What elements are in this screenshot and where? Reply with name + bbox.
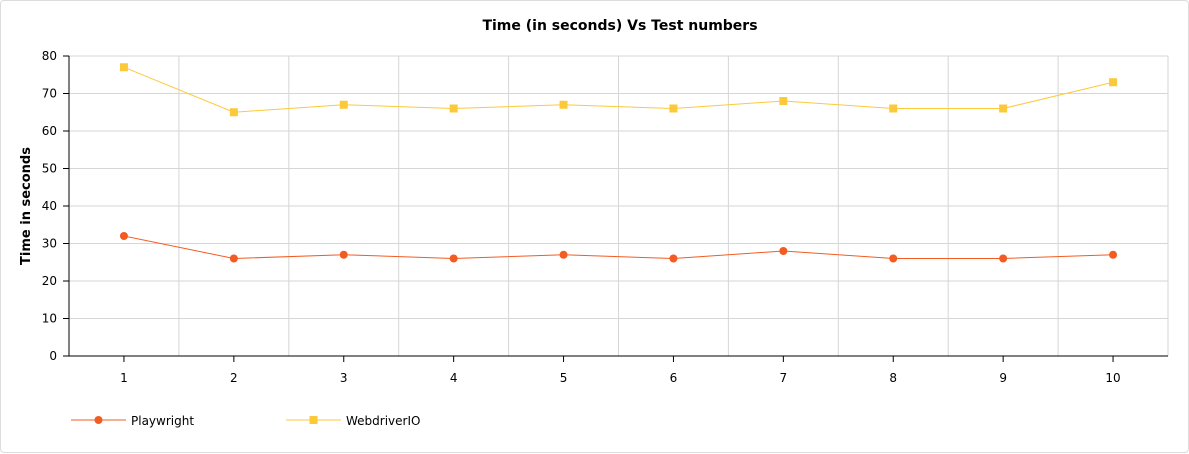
chart-title: Time (in seconds) Vs Test numbers <box>482 18 757 34</box>
x-tick-label: 9 <box>999 371 1007 385</box>
y-tick-label: 30 <box>42 237 57 251</box>
data-point <box>999 104 1008 113</box>
x-tick-label: 8 <box>889 371 897 385</box>
x-tick-label: 6 <box>670 371 678 385</box>
legend: Playwright WebdriverIO <box>71 414 420 428</box>
data-point <box>449 104 458 113</box>
data-point <box>889 254 898 263</box>
data-point <box>669 254 678 263</box>
x-tick-label: 10 <box>1105 371 1120 385</box>
x-tick-label: 4 <box>450 371 458 385</box>
legend-item: WebdriverIO <box>286 414 420 428</box>
data-point <box>999 254 1008 263</box>
axis-layer: 0 10 20 30 40 50 60 70 80 1 2 3 4 5 6 7 8 9 10 <box>42 49 1168 385</box>
x-tick-label: 2 <box>230 371 238 385</box>
legend-item: Playwright <box>71 414 194 428</box>
x-tick-label: 1 <box>120 371 128 385</box>
legend-label: WebdriverIO <box>346 414 420 428</box>
y-tick-label: 40 <box>42 199 57 213</box>
data-point <box>1109 250 1118 259</box>
data-point <box>229 254 238 263</box>
x-tick-label: 7 <box>780 371 788 385</box>
data-point <box>779 247 788 255</box>
data-point <box>669 104 678 113</box>
legend-label: Playwright <box>131 414 194 428</box>
data-point <box>889 104 898 113</box>
data-point <box>229 108 238 117</box>
y-tick-label: 60 <box>42 124 57 138</box>
y-tick-label: 0 <box>49 349 57 363</box>
series-line <box>123 66 1114 113</box>
data-point <box>449 254 458 263</box>
y-tick-label: 20 <box>42 274 57 288</box>
series-line <box>123 235 1114 260</box>
data-point <box>559 100 568 109</box>
data-point <box>339 100 348 109</box>
data-point <box>559 250 568 259</box>
data-point <box>119 63 128 72</box>
series-playwright <box>119 232 1118 263</box>
x-tick-label: 5 <box>560 371 568 385</box>
series-layer <box>119 63 1118 263</box>
y-tick-label: 10 <box>42 312 57 326</box>
y-axis-title: Time in seconds <box>19 147 34 265</box>
y-tick-label: 50 <box>42 162 57 176</box>
data-point <box>339 250 348 259</box>
data-point <box>779 97 788 105</box>
grid-layer <box>69 55 1169 356</box>
x-tick-label: 3 <box>340 371 348 385</box>
legend-marker <box>94 416 103 424</box>
legend-marker <box>309 416 318 424</box>
data-point <box>1109 78 1118 87</box>
y-tick-label: 70 <box>42 87 57 101</box>
data-point <box>119 232 128 240</box>
y-tick-label: 80 <box>42 49 57 63</box>
series-webdriverio <box>119 63 1118 117</box>
